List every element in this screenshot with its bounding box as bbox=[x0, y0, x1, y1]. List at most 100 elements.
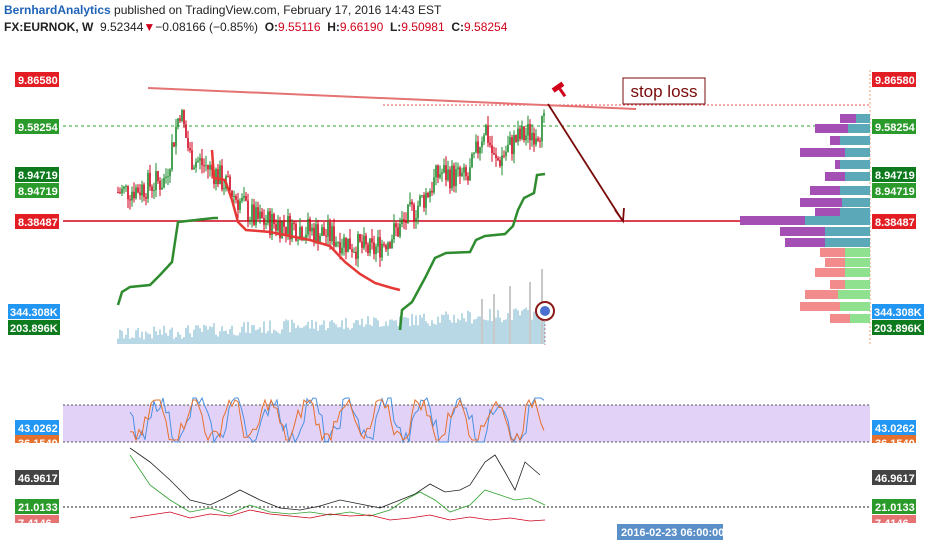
candle-body bbox=[471, 153, 473, 168]
volume-bar bbox=[437, 316, 439, 344]
volume-profile-row-inner bbox=[850, 314, 870, 323]
volume-bar bbox=[507, 313, 509, 344]
volume-bar bbox=[371, 325, 373, 344]
candle-body bbox=[117, 192, 119, 194]
candle-body bbox=[455, 169, 457, 187]
volume-profile-row bbox=[815, 268, 870, 277]
candle-body bbox=[537, 138, 539, 141]
volume-bar bbox=[241, 326, 243, 344]
close-value: 9.58254 bbox=[464, 20, 508, 34]
candle-body bbox=[183, 110, 185, 125]
volume-bar bbox=[329, 321, 331, 344]
candle-body bbox=[431, 190, 433, 193]
candle-body bbox=[397, 227, 399, 237]
volume-bar bbox=[247, 321, 249, 344]
volume-bar bbox=[373, 317, 375, 344]
candle-body bbox=[329, 222, 331, 242]
resistance-trendline[interactable] bbox=[147, 87, 637, 110]
candle-body bbox=[187, 137, 189, 149]
candle-body bbox=[255, 207, 257, 225]
volume-bar bbox=[167, 335, 169, 344]
volume-bar bbox=[489, 308, 491, 344]
volume-profile-row bbox=[800, 198, 870, 207]
candle-body bbox=[281, 221, 283, 239]
candle-body bbox=[413, 204, 415, 222]
volume-bar bbox=[485, 320, 487, 344]
candle-body bbox=[379, 237, 381, 258]
volume-bar bbox=[409, 326, 411, 344]
forecast-arrow[interactable] bbox=[547, 103, 623, 221]
candle-body bbox=[339, 242, 341, 254]
volume-bar bbox=[223, 330, 225, 344]
volume-bar bbox=[231, 325, 233, 344]
volume-bar bbox=[347, 327, 349, 344]
candle-body bbox=[351, 249, 353, 252]
candle-body bbox=[363, 235, 365, 248]
candle-body bbox=[279, 221, 281, 239]
candle-body bbox=[407, 204, 409, 223]
stoch-d-line bbox=[129, 398, 545, 442]
volume-profile-row-inner bbox=[845, 258, 870, 267]
candle-body bbox=[137, 187, 139, 193]
volume-bar bbox=[365, 324, 367, 344]
volume-bar bbox=[535, 307, 537, 344]
right-label-vol-1: 344.308K bbox=[874, 307, 922, 319]
volume-profile-row bbox=[800, 302, 870, 311]
candle-body bbox=[309, 219, 311, 232]
volume-bar bbox=[433, 323, 435, 344]
candle-body bbox=[159, 180, 161, 190]
high-label: H: bbox=[327, 20, 340, 34]
volume-bar bbox=[335, 324, 337, 344]
right-label-target: 8.38487 bbox=[875, 217, 915, 229]
candle-body bbox=[439, 174, 441, 178]
candle-body bbox=[399, 223, 401, 237]
candle-body bbox=[353, 251, 355, 253]
candle-body bbox=[249, 220, 251, 222]
volume-profile-row bbox=[805, 290, 870, 299]
volume-bar bbox=[281, 329, 283, 344]
candle-body bbox=[313, 227, 315, 243]
candle-body bbox=[511, 137, 513, 155]
bearish-trailing-line bbox=[210, 149, 401, 292]
candle-body bbox=[201, 158, 203, 166]
open-value: 9.55116 bbox=[278, 20, 321, 34]
candle-body bbox=[195, 161, 197, 168]
left-osc-diminus: 7.4146 bbox=[18, 518, 52, 530]
left-osc-axis: 36.1540 43.0262 46.9617 21.0133 7.4146 bbox=[15, 420, 59, 530]
right-label-high: 9.86580 bbox=[875, 75, 915, 87]
volume-bar bbox=[289, 332, 291, 344]
candle-body bbox=[359, 234, 361, 242]
candle-body bbox=[133, 191, 135, 199]
volume-bar bbox=[353, 322, 355, 344]
chart-header: BernhardAnalytics published on TradingVi… bbox=[4, 2, 928, 36]
candle-body bbox=[245, 195, 247, 201]
candle-body bbox=[387, 242, 389, 250]
volume-bar bbox=[193, 329, 195, 344]
volume-bar bbox=[389, 319, 391, 344]
candle-body bbox=[301, 226, 303, 240]
volume-bar bbox=[443, 314, 445, 344]
candle-body bbox=[429, 190, 431, 197]
hammer-icon bbox=[551, 81, 567, 98]
volume-bar bbox=[227, 334, 229, 344]
stop-loss-box[interactable] bbox=[622, 77, 706, 105]
volume-bar bbox=[125, 334, 127, 344]
left-osc-adx: 46.9617 bbox=[18, 473, 58, 485]
volume-bar bbox=[511, 320, 513, 344]
volume-bar bbox=[475, 319, 477, 344]
candle-body bbox=[373, 242, 375, 255]
volume-bar bbox=[139, 337, 141, 344]
right-osc-diplus: 21.0133 bbox=[875, 502, 915, 514]
volume-bar bbox=[155, 331, 157, 344]
volume-profile-row-inner bbox=[842, 198, 870, 207]
author-link[interactable]: BernhardAnalytics bbox=[4, 3, 111, 17]
volume-bar bbox=[275, 330, 277, 344]
volume-bar bbox=[163, 325, 165, 344]
candle-body bbox=[357, 234, 359, 259]
candle-body bbox=[191, 150, 193, 170]
volume-bar bbox=[417, 325, 419, 344]
right-osc-adx: 46.9617 bbox=[875, 473, 915, 485]
volume-profile-row-inner bbox=[840, 302, 870, 311]
candle-body bbox=[441, 172, 443, 175]
